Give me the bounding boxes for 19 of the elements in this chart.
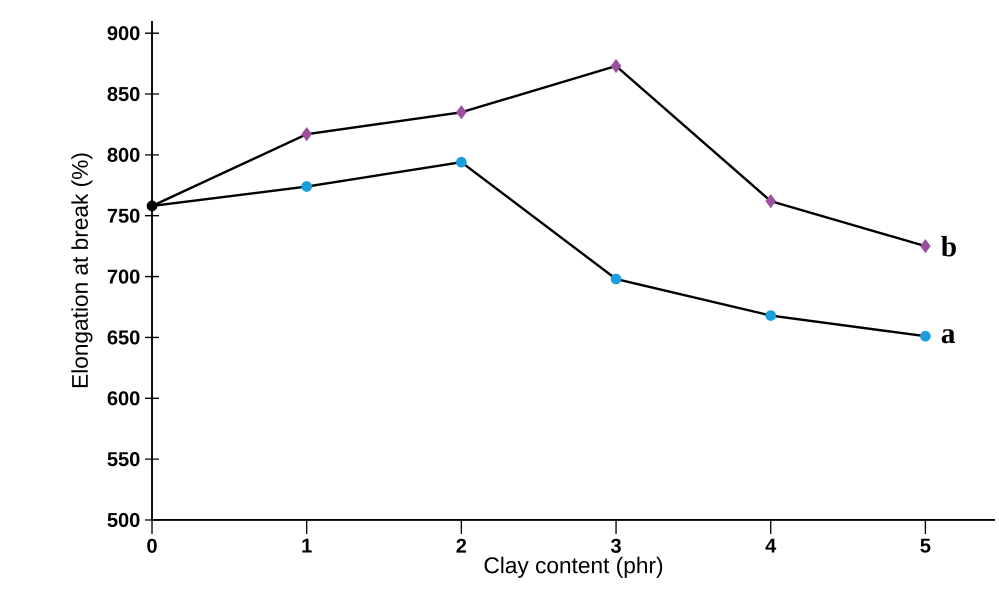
annotation: a	[942, 329, 955, 344]
x-tick-label: 2	[456, 538, 466, 553]
y-tick-label: 850	[108, 86, 140, 102]
y-tick-label: 500	[108, 512, 140, 528]
x-axis-title: Clay content (phr)	[484, 556, 662, 578]
y-tick-label: 800	[108, 148, 140, 162]
y-tick-label: 750	[108, 208, 140, 223]
x-tick-label: 0	[147, 538, 157, 553]
y-tick-label: 650	[108, 330, 140, 344]
y-axis-title: Elongation at break (%)	[71, 154, 92, 388]
x-tick-label: 5	[920, 538, 930, 553]
y-tick-label: 600	[108, 391, 140, 406]
y-tick-label: 700	[108, 269, 140, 284]
y-tick-label: 900	[108, 26, 140, 40]
x-tick-label: 1	[302, 538, 312, 552]
y-tick-label: 550	[108, 452, 140, 466]
annotation: b	[941, 236, 956, 256]
x-tick-label: 3	[610, 538, 621, 553]
x-tick-label: 4	[765, 538, 776, 552]
